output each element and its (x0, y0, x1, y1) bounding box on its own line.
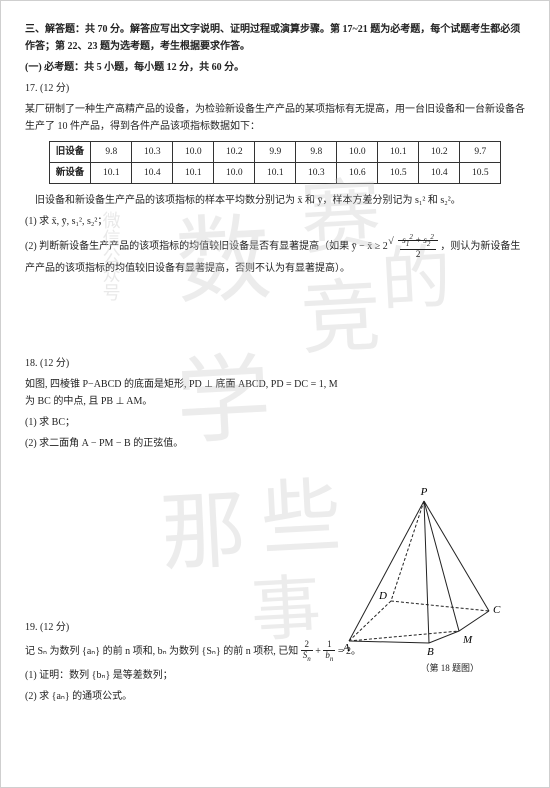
q17-part2: (2) 判断新设备生产产品的该项指标的均值较旧设备是否有显著提高（如果 ȳ − … (25, 234, 525, 276)
q18-number: 18. (25, 358, 38, 369)
cell: 10.1 (378, 142, 419, 163)
cell: 10.3 (296, 163, 337, 184)
q17-points: (12 分) (40, 83, 69, 94)
q17-desc2: 旧设备和新设备生产产品的该项指标的样本平均数分别记为 x̄ 和 ȳ，样本方差分别… (25, 192, 525, 209)
cell: 10.4 (132, 163, 173, 184)
q19-intro-a: 记 Sₙ 为数列 {aₙ} 的前 n 项和, bₙ 为数列 {Sₙ} 的前 n … (25, 646, 301, 657)
cell: 10.1 (173, 163, 214, 184)
sqrt-expression: s12 + s222 (390, 234, 438, 259)
q18-header: 18. (12 分) (25, 355, 525, 372)
edge-PC (424, 501, 489, 611)
spacer (25, 281, 525, 351)
edge-PM (424, 501, 459, 631)
cell: 10.1 (91, 163, 132, 184)
cell: 9.8 (91, 142, 132, 163)
cell: 10.2 (419, 142, 460, 163)
cell: 10.4 (419, 163, 460, 184)
q19-p2: (2) 求 {aₙ} 的通项公式。 (25, 688, 525, 705)
q18-p1: (1) 求 BC； (25, 414, 525, 431)
section-heading: 三、解答题：共 70 分。解答应写出文字说明、证明过程或演算步骤。第 17~21… (25, 21, 525, 55)
edge-AD (349, 601, 391, 641)
q17-table: 旧设备 9.8 10.3 10.0 10.2 9.9 9.8 10.0 10.1… (49, 141, 502, 184)
cell: 10.0 (337, 142, 378, 163)
q18-points: (12 分) (40, 358, 69, 369)
cell: 9.7 (460, 142, 501, 163)
label-P: P (420, 486, 428, 498)
q18-figcaption: （第 18 题图） (420, 661, 479, 676)
frac-2-Sn: 2Sn (301, 640, 313, 663)
label-C: C (493, 604, 501, 616)
edge-DC (391, 601, 489, 611)
cell: 10.5 (378, 163, 419, 184)
table-row: 旧设备 9.8 10.3 10.0 10.2 9.9 9.8 10.0 10.1… (49, 142, 501, 163)
q17-part1: (1) 求 x̄, ȳ, s₁², s₂²； (25, 213, 525, 230)
q17-header: 17. (12 分) (25, 80, 525, 97)
edge-PB (424, 501, 429, 643)
label-D: D (378, 590, 387, 602)
exam-page: 微信公众号 数 学 赛 竞 的 那 些 事 三、解答题：共 70 分。解答应写出… (0, 0, 550, 788)
cell: 10.3 (132, 142, 173, 163)
edge-PD (391, 501, 424, 601)
cell: 10.1 (255, 163, 296, 184)
q17-number: 17. (25, 83, 38, 94)
q18-figure: P A B M C D (329, 481, 509, 661)
cell: 10.0 (214, 163, 255, 184)
q19-number: 19. (25, 622, 38, 633)
section-sub: (一) 必考题：共 5 小题，每小题 12 分，共 60 分。 (25, 59, 525, 76)
edge-PA (349, 501, 424, 641)
label-M: M (462, 634, 473, 646)
q18-p2: (2) 求二面角 A − PM − B 的正弦值。 (25, 435, 525, 452)
cell: 9.8 (296, 142, 337, 163)
q19-points: (12 分) (40, 622, 69, 633)
label-B: B (427, 646, 434, 658)
row-label-new: 新设备 (49, 163, 91, 184)
edge-AM (349, 631, 459, 641)
cell: 10.5 (460, 163, 501, 184)
table-row: 新设备 10.1 10.4 10.1 10.0 10.1 10.3 10.6 1… (49, 163, 501, 184)
cell: 10.2 (214, 142, 255, 163)
q18-block: 18. (12 分) 如图, 四棱锥 P−ABCD 的底面是矩形, PD ⊥ 底… (25, 355, 525, 615)
cell: 10.0 (173, 142, 214, 163)
q17-intro: 某厂研制了一种生产高精产品的设备，为检验新设备生产产品的某项指标有无提高，用一台… (25, 101, 525, 135)
cell: 10.6 (337, 163, 378, 184)
q17-p2a: (2) 判断新设备生产产品的该项指标的均值较旧设备是否有显著提高（如果 ȳ − … (25, 241, 388, 252)
row-label-old: 旧设备 (49, 142, 91, 163)
q18-intro: 如图, 四棱锥 P−ABCD 的底面是矩形, PD ⊥ 底面 ABCD, PD … (25, 376, 345, 410)
cell: 9.9 (255, 142, 296, 163)
label-A: A (342, 642, 350, 654)
